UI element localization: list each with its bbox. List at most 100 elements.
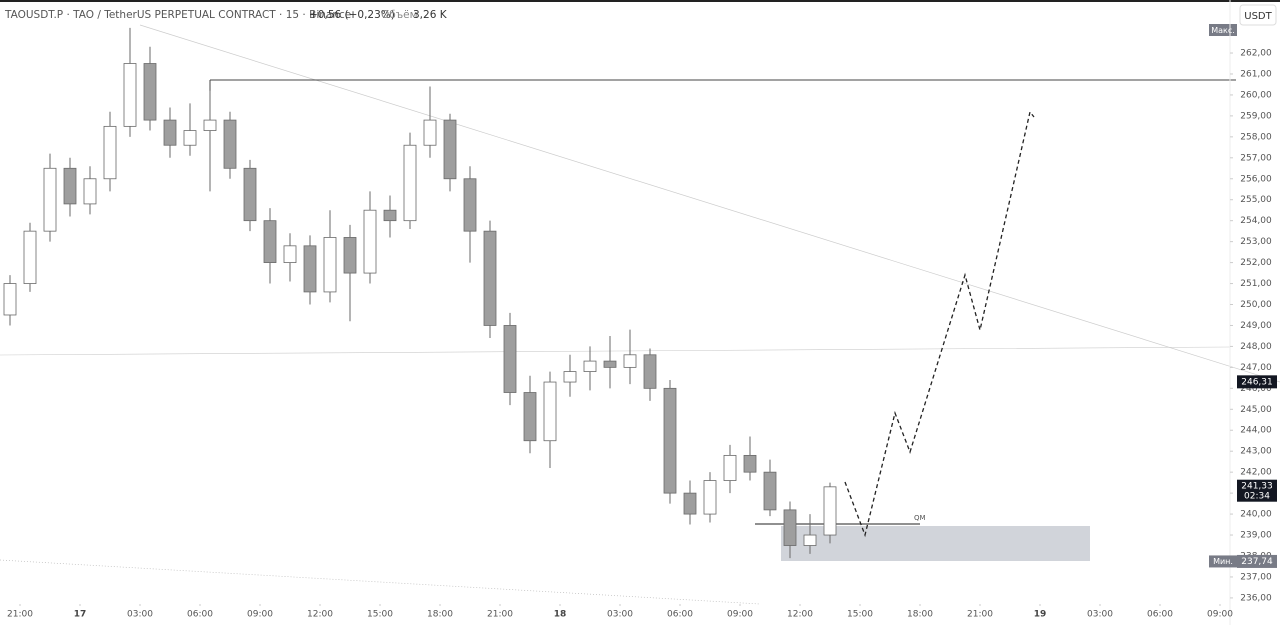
x-tick-label: 21:00 bbox=[967, 610, 993, 620]
x-tick-label: 03:00 bbox=[127, 610, 153, 620]
candle-body bbox=[63, 167, 77, 205]
y-tick-label: 240,00 bbox=[1240, 510, 1272, 520]
x-tick-label: 15:00 bbox=[847, 610, 873, 620]
candle-body bbox=[543, 381, 557, 442]
candle-body bbox=[703, 480, 717, 515]
price-tag-label: 241,33 bbox=[1241, 482, 1273, 492]
header-change: +0,56 (+0,23%) bbox=[309, 9, 395, 21]
y-tick-label: 260,00 bbox=[1240, 90, 1272, 100]
candle-body bbox=[203, 119, 217, 131]
y-tick-label: 258,00 bbox=[1240, 132, 1272, 142]
qm-label: QM bbox=[914, 514, 926, 522]
currency-button[interactable] bbox=[1239, 4, 1277, 26]
y-tick-label: 257,00 bbox=[1240, 153, 1272, 163]
candle-body bbox=[83, 178, 97, 205]
y-tick-label: 254,00 bbox=[1240, 216, 1272, 226]
candle-body bbox=[383, 209, 397, 222]
top-border bbox=[0, 0, 1280, 2]
y-tick-label: 239,00 bbox=[1240, 531, 1272, 541]
price-tag-label: 246,31 bbox=[1241, 377, 1273, 387]
y-tick-label: 261,00 bbox=[1240, 69, 1272, 79]
price-tag-box bbox=[1237, 479, 1277, 502]
candle-body bbox=[403, 144, 417, 222]
candle-body bbox=[643, 354, 657, 389]
y-tick-label: 256,00 bbox=[1240, 174, 1272, 184]
y-tick-label: 249,00 bbox=[1240, 321, 1272, 331]
candle-body bbox=[23, 230, 37, 284]
currency-label[interactable]: USDT bbox=[1244, 11, 1272, 22]
candle-body bbox=[423, 119, 437, 146]
candle-body bbox=[463, 178, 477, 232]
x-tick-label: 21:00 bbox=[7, 610, 33, 620]
price-tag-box bbox=[1237, 554, 1277, 568]
candle-body bbox=[483, 230, 497, 326]
candle-body bbox=[683, 492, 697, 515]
price-tag-label: 237,74 bbox=[1241, 557, 1273, 567]
y-tick-label: 252,00 bbox=[1240, 258, 1272, 268]
projection-path bbox=[844, 110, 1035, 538]
x-tick-label: 17 bbox=[74, 610, 87, 620]
y-tick-label: 262,00 bbox=[1240, 49, 1272, 59]
y-tick-label: 244,00 bbox=[1240, 426, 1272, 436]
y-tick-label: 236,00 bbox=[1240, 593, 1272, 603]
candle-body bbox=[803, 534, 817, 546]
x-tick-label: 15:00 bbox=[367, 610, 393, 620]
x-tick-label: 21:00 bbox=[487, 610, 513, 620]
y-tick-label: 243,00 bbox=[1240, 447, 1272, 457]
x-tick-label: 09:00 bbox=[247, 610, 273, 620]
candle-body bbox=[183, 130, 197, 146]
x-tick-label: 03:00 bbox=[607, 610, 633, 620]
candle-body bbox=[443, 119, 457, 180]
candle-body bbox=[223, 119, 237, 169]
candle-body bbox=[43, 167, 57, 232]
candle-body bbox=[103, 125, 117, 180]
candle-body bbox=[583, 360, 597, 372]
candle-body bbox=[3, 283, 17, 316]
y-tick-label: 259,00 bbox=[1240, 111, 1272, 121]
y-tick-label: 246,00 bbox=[1240, 384, 1272, 394]
candle-body bbox=[743, 454, 757, 473]
x-tick-label: 03:00 bbox=[1087, 610, 1113, 620]
x-tick-label: 09:00 bbox=[1207, 610, 1233, 620]
header-volume-label: Объём bbox=[381, 9, 418, 21]
price-tag-box bbox=[1237, 375, 1277, 389]
candle-body bbox=[763, 471, 777, 511]
plot bbox=[3, 27, 837, 559]
trend-line bbox=[139, 24, 1280, 383]
max-tag: Макс. bbox=[1211, 26, 1235, 35]
candle-body bbox=[283, 245, 297, 263]
y-tick-label: 245,00 bbox=[1240, 405, 1272, 415]
candle-body bbox=[363, 209, 377, 274]
x-tick-label: 19 bbox=[1034, 610, 1047, 620]
candle-body bbox=[143, 63, 157, 121]
x-tick-label: 12:00 bbox=[307, 610, 333, 620]
candle-body bbox=[783, 509, 797, 546]
candle-body bbox=[163, 119, 177, 146]
candle-body bbox=[563, 371, 577, 383]
candle-body bbox=[623, 354, 637, 368]
candle-body bbox=[723, 454, 737, 481]
price-tag-timer: 02:34 bbox=[1244, 492, 1270, 502]
candle-body bbox=[123, 63, 137, 127]
y-tick-label: 248,00 bbox=[1240, 342, 1272, 352]
header-volume: 3,26 K bbox=[413, 9, 448, 21]
x-tick-label: 18:00 bbox=[427, 610, 453, 620]
candle-body bbox=[663, 387, 677, 494]
y-tick-label: 250,00 bbox=[1240, 300, 1272, 310]
y-tick-label: 251,00 bbox=[1240, 279, 1272, 289]
candle-body bbox=[323, 237, 337, 293]
candle-body bbox=[303, 245, 317, 293]
x-tick-label: 06:00 bbox=[1147, 610, 1173, 620]
x-tick-label: 18 bbox=[554, 610, 567, 620]
header-title: TAOUSDT.P · TAO / TetherUS PERPETUAL CON… bbox=[4, 9, 351, 21]
candle-body bbox=[823, 486, 837, 536]
x-tick-label: 18:00 bbox=[907, 610, 933, 620]
y-tick-label: 255,00 bbox=[1240, 195, 1272, 205]
x-tick-label: 09:00 bbox=[727, 610, 753, 620]
candle-body bbox=[263, 220, 277, 263]
candle-body bbox=[243, 167, 257, 222]
y-tick-label: 237,00 bbox=[1240, 572, 1272, 582]
y-tick-label: 247,00 bbox=[1240, 363, 1272, 373]
